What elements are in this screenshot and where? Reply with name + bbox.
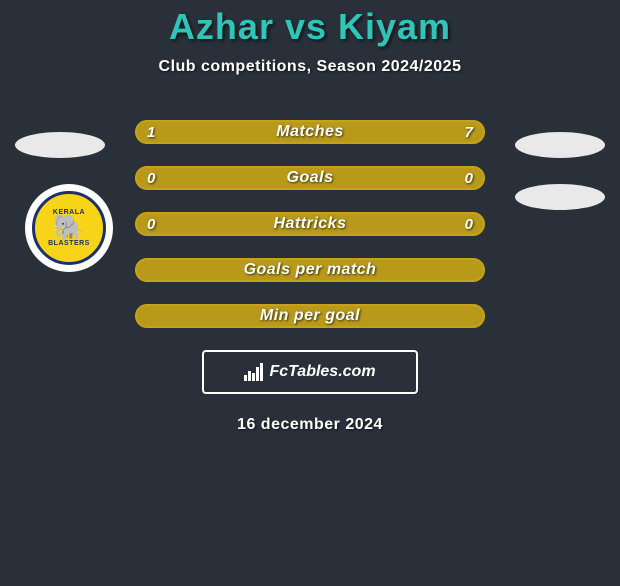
stat-label: Min per goal: [135, 304, 485, 328]
stat-label: Matches: [135, 120, 485, 144]
right-player-oval-1: [515, 132, 605, 158]
stat-row: Min per goal: [135, 304, 485, 328]
badge-line2: BLASTERS: [48, 240, 90, 247]
stats-container: Matches17Goals00Hattricks00Goals per mat…: [135, 120, 485, 328]
chart-icon: [244, 363, 263, 381]
left-player-oval: [15, 132, 105, 158]
stat-value-left: 0: [135, 212, 167, 236]
stat-row: Goals per match: [135, 258, 485, 282]
stat-value-right: 0: [453, 212, 485, 236]
brand-text: FcTables.com: [269, 363, 375, 381]
stat-label: Goals per match: [135, 258, 485, 282]
stat-row: Goals0 0: [135, 166, 485, 190]
stat-value-left: 1: [135, 120, 167, 144]
stat-value-right: 7: [453, 120, 485, 144]
team-badge-inner: KERALA 🐘 BLASTERS: [32, 191, 106, 265]
stat-label: Hattricks: [135, 212, 485, 236]
stat-row: Matches1 7: [135, 120, 485, 144]
team-badge: KERALA 🐘 BLASTERS: [25, 184, 113, 272]
date-text: 16 december 2024: [0, 416, 620, 434]
stat-value-left: 0: [135, 166, 167, 190]
stat-value-right: 0: [453, 166, 485, 190]
brand-box[interactable]: FcTables.com: [202, 350, 418, 394]
stat-row: Hattricks0 0: [135, 212, 485, 236]
stat-label: Goals: [135, 166, 485, 190]
page-title: Azhar vs Kiyam: [0, 6, 620, 48]
elephant-icon: 🐘: [53, 214, 85, 240]
right-player-oval-2: [515, 184, 605, 210]
subtitle: Club competitions, Season 2024/2025: [0, 58, 620, 76]
